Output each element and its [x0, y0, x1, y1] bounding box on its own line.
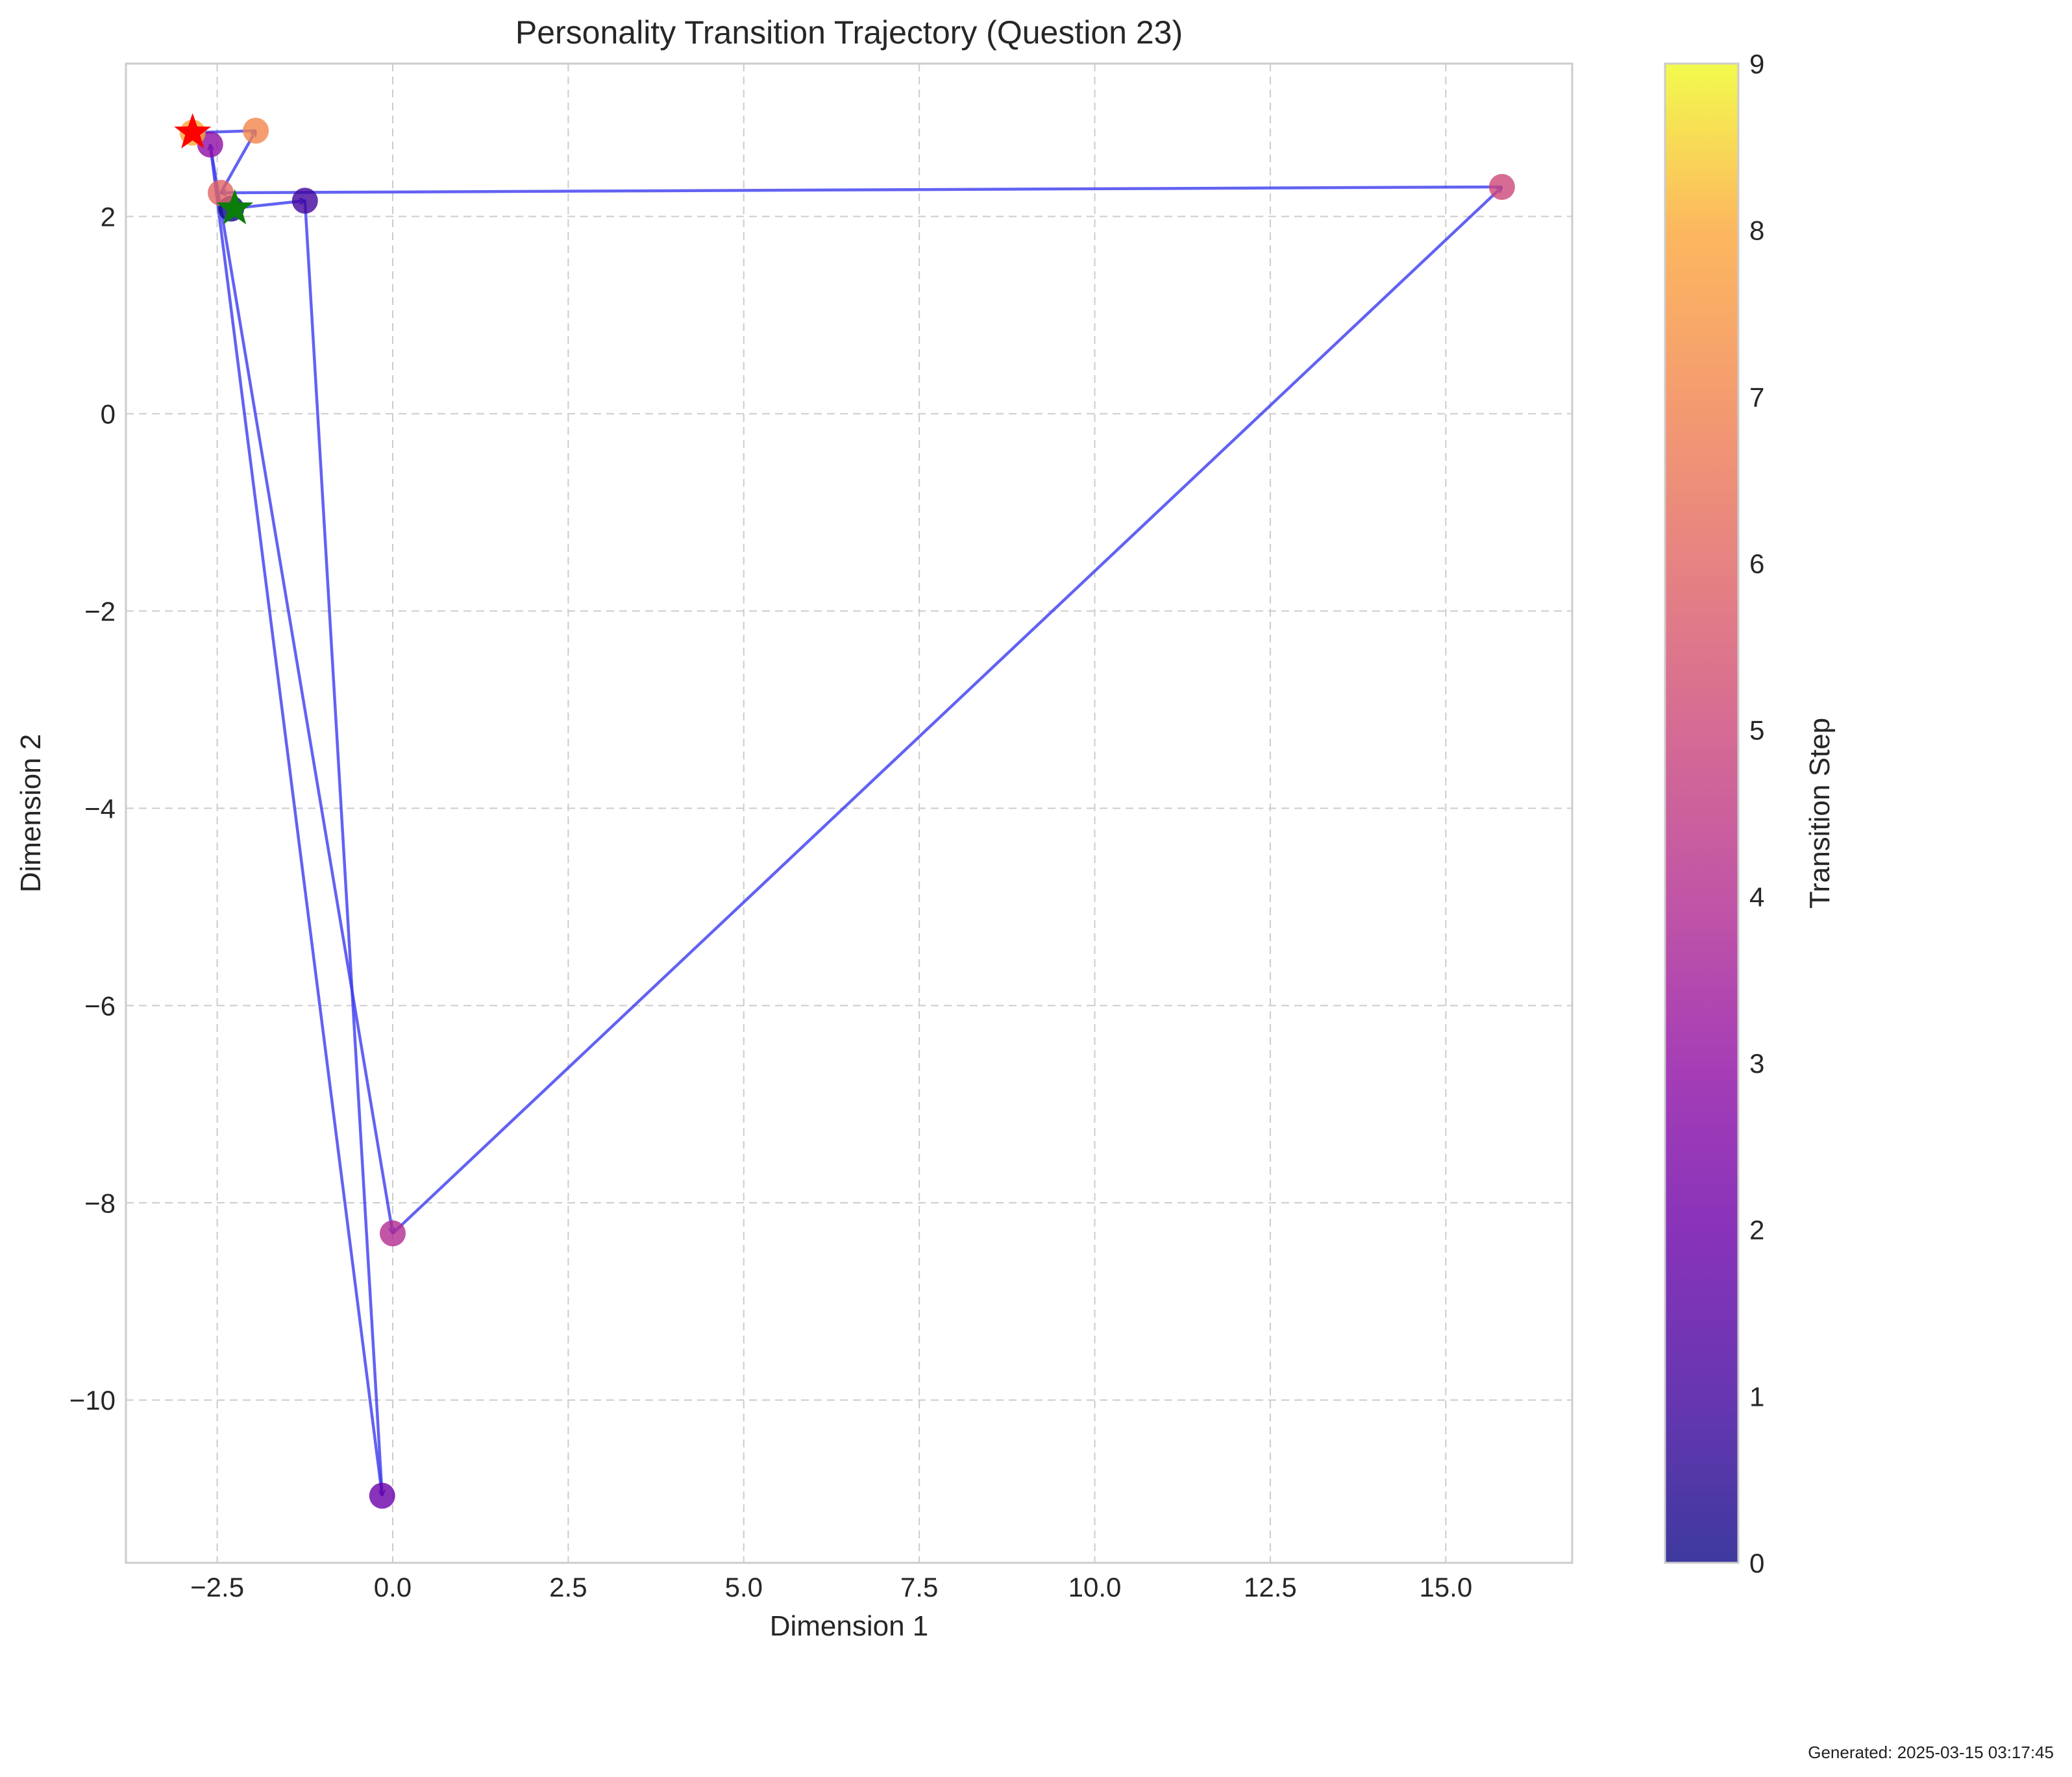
y-axis-label: Dimension 2: [15, 734, 47, 893]
y-tick-label: 2: [101, 202, 116, 232]
plot-background: [126, 64, 1572, 1563]
trajectory-point: [208, 180, 234, 206]
x-axis-label: Dimension 1: [770, 1610, 929, 1642]
x-tick-label: 5.0: [725, 1572, 763, 1602]
colorbar-tick-label: 2: [1749, 1215, 1764, 1245]
trajectory-segment: [210, 145, 384, 1496]
x-ticks: −2.5 0.0 2.5 5.0 7.5 10.0 12.5 15.0: [190, 1572, 1472, 1602]
trajectory-point: [1488, 173, 1515, 200]
colorbar-tick-label: 8: [1749, 215, 1764, 246]
plot-frame: [125, 62, 1573, 1564]
x-tick-label: 15.0: [1419, 1572, 1472, 1602]
trajectory-lines: [193, 130, 1502, 1495]
colorbar-tick-label: 1: [1749, 1381, 1764, 1412]
colorbar-tick-label: 4: [1749, 881, 1764, 912]
x-tick-label: 10.0: [1068, 1572, 1122, 1602]
trajectory-segment: [391, 187, 1502, 1235]
x-tick-label: 2.5: [549, 1572, 587, 1602]
start-end-markers: [174, 113, 254, 225]
trajectory-segment: [303, 201, 382, 1495]
colorbar-tick-label: 3: [1749, 1048, 1764, 1079]
y-tick-label: 0: [101, 399, 116, 430]
colorbar-frame: [1664, 62, 1740, 1564]
trajectory-point: [369, 1482, 395, 1509]
y-tick-label: −2: [84, 596, 116, 626]
grid: [126, 64, 1572, 1563]
x-tick-label: 0.0: [374, 1572, 412, 1602]
trajectory-point: [291, 188, 318, 214]
x-tick-label: −2.5: [190, 1572, 244, 1602]
chart-title: Personality Transition Trajectory (Quest…: [515, 14, 1183, 51]
y-tick-label: −6: [84, 990, 116, 1021]
colorbar-label: Transition Step: [1804, 718, 1836, 909]
y-tick-label: −10: [69, 1385, 116, 1415]
colorbar: [1665, 64, 1738, 1563]
generated-timestamp: Generated: 2025-03-15 03:17:45: [1808, 1743, 2054, 1762]
trajectory-segment: [221, 185, 1502, 193]
y-ticks: 2 0 −2 −4 −6 −8 −10: [69, 202, 116, 1416]
y-tick-label: −8: [84, 1188, 116, 1218]
y-tick-label: −4: [84, 793, 116, 824]
colorbar-tick-label: 5: [1749, 715, 1764, 746]
end-marker: [174, 113, 212, 149]
trajectory-segment: [208, 144, 393, 1234]
colorbar-tick-label: 7: [1749, 382, 1764, 412]
x-tick-label: 12.5: [1244, 1572, 1297, 1602]
colorbar-ticks: 0 1 2 3 4 5 6 7 8 9: [1749, 49, 1764, 1578]
colorbar-tick-label: 9: [1749, 49, 1764, 79]
start-marker: [216, 189, 254, 225]
x-tick-label: 7.5: [900, 1572, 938, 1602]
trajectory-point: [379, 1220, 406, 1247]
trajectory-point: [243, 117, 269, 144]
colorbar-tick-label: 6: [1749, 548, 1764, 579]
colorbar-tick-label: 0: [1749, 1548, 1764, 1578]
